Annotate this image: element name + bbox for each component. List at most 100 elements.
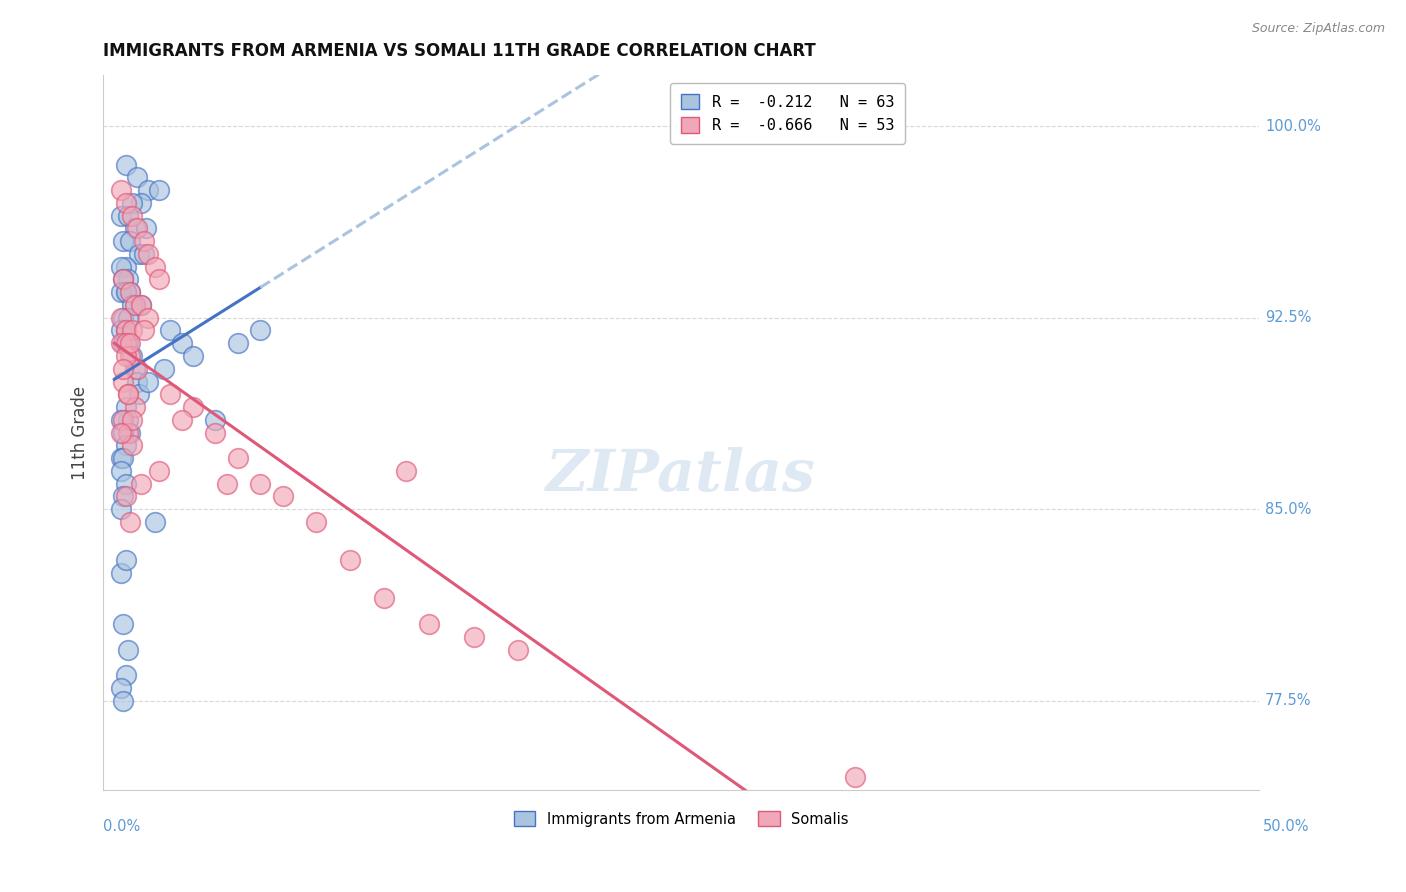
Text: 50.0%: 50.0% (1263, 819, 1309, 833)
Point (135, 221, 157, 235)
Point (114, 476, 136, 491)
Point (114, 285, 136, 300)
Point (114, 285, 136, 300)
Point (112, 375, 135, 389)
Point (112, 234, 135, 248)
Point (418, 617, 440, 632)
Point (121, 413, 143, 427)
Point (120, 425, 142, 440)
Point (114, 323, 136, 337)
Point (125, 375, 148, 389)
Text: ZIPatlas: ZIPatlas (547, 447, 817, 504)
Point (110, 323, 132, 337)
Text: 92.5%: 92.5% (1265, 310, 1312, 326)
Point (129, 476, 152, 491)
Point (114, 195, 136, 210)
Point (129, 195, 152, 210)
Point (129, 298, 152, 312)
Point (121, 195, 143, 210)
Point (249, 476, 271, 491)
Point (121, 438, 143, 452)
Point (339, 553, 361, 567)
Point (112, 617, 135, 632)
Point (110, 209, 132, 223)
Point (204, 413, 226, 427)
Point (112, 489, 135, 503)
Point (170, 413, 193, 427)
Point (124, 298, 146, 312)
Y-axis label: 11th Grade: 11th Grade (72, 385, 89, 480)
Point (129, 298, 152, 312)
Text: Source: ZipAtlas.com: Source: ZipAtlas.com (1251, 22, 1385, 36)
Point (844, 770, 866, 784)
Point (124, 400, 146, 414)
Point (121, 209, 143, 223)
Legend: Immigrants from Armenia, Somalis: Immigrants from Armenia, Somalis (508, 805, 855, 832)
Point (112, 310, 135, 325)
Point (215, 476, 238, 491)
Point (112, 272, 135, 286)
Point (117, 387, 139, 401)
Point (128, 247, 150, 261)
Point (110, 285, 132, 300)
Point (117, 387, 139, 401)
Point (136, 183, 159, 197)
Point (152, 361, 174, 376)
Text: 0.0%: 0.0% (103, 819, 141, 833)
Point (120, 234, 142, 248)
Point (110, 183, 132, 197)
Point (170, 336, 193, 351)
Point (110, 260, 132, 274)
Point (124, 221, 146, 235)
Point (181, 349, 204, 363)
Point (204, 425, 226, 440)
Point (132, 234, 155, 248)
Point (114, 157, 136, 171)
Point (114, 260, 136, 274)
Point (117, 413, 139, 427)
Point (120, 515, 142, 529)
Point (132, 247, 155, 261)
Point (114, 668, 136, 682)
Point (112, 361, 135, 376)
Point (136, 247, 159, 261)
Point (117, 642, 139, 657)
Point (395, 464, 418, 478)
Point (117, 425, 139, 440)
Point (110, 425, 132, 440)
Point (114, 323, 136, 337)
Point (114, 489, 136, 503)
Point (114, 336, 136, 351)
Point (148, 183, 170, 197)
Point (120, 336, 142, 351)
Point (112, 272, 135, 286)
Point (132, 323, 155, 337)
Text: 77.5%: 77.5% (1265, 693, 1312, 708)
Point (110, 681, 132, 695)
Point (112, 693, 135, 707)
Point (305, 515, 328, 529)
Point (112, 336, 135, 351)
Point (181, 400, 204, 414)
Point (508, 642, 530, 657)
Point (249, 323, 271, 337)
Point (143, 515, 166, 529)
Point (117, 310, 139, 325)
Text: IMMIGRANTS FROM ARMENIA VS SOMALI 11TH GRADE CORRELATION CHART: IMMIGRANTS FROM ARMENIA VS SOMALI 11TH G… (103, 42, 815, 60)
Point (110, 336, 132, 351)
Point (110, 566, 132, 580)
Point (136, 310, 159, 325)
Point (148, 464, 170, 478)
Point (143, 260, 166, 274)
Point (117, 272, 139, 286)
Point (114, 438, 136, 452)
Point (373, 591, 395, 606)
Point (114, 349, 136, 363)
Point (121, 323, 143, 337)
Point (110, 464, 132, 478)
Point (125, 221, 148, 235)
Point (117, 336, 139, 351)
Point (128, 387, 150, 401)
Point (120, 349, 142, 363)
Point (148, 272, 170, 286)
